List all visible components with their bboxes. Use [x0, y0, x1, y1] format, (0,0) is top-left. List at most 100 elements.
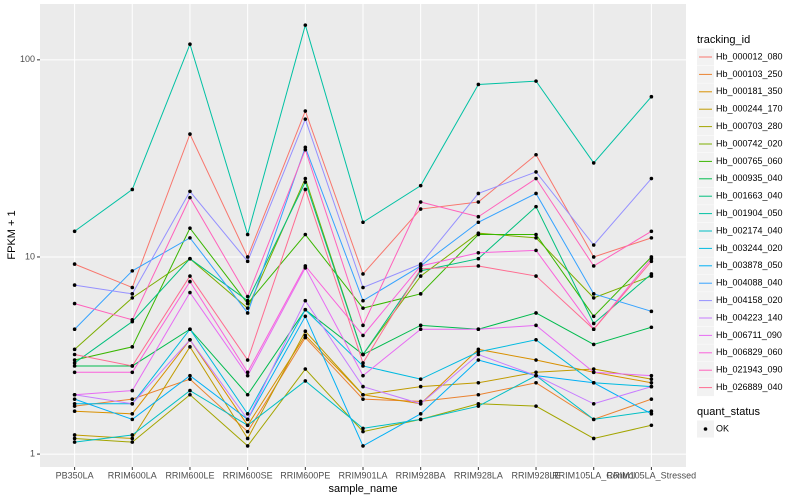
data-point	[418, 207, 423, 211]
data-point	[591, 342, 596, 347]
data-point	[591, 255, 596, 259]
data-point	[188, 189, 192, 194]
data-point	[649, 377, 654, 381]
data-point	[188, 226, 192, 230]
data-point	[72, 262, 77, 266]
data-point	[418, 412, 423, 416]
legend-title: tracking_id	[697, 34, 750, 46]
data-point	[591, 292, 596, 296]
data-point	[476, 327, 481, 332]
x-tick-label: RRIM928BA	[396, 470, 446, 480]
data-point	[534, 380, 538, 385]
data-point	[130, 397, 135, 401]
data-point	[649, 423, 654, 428]
data-point	[476, 82, 481, 87]
data-point	[361, 285, 365, 290]
legend-label: Hb_003878_050	[716, 260, 783, 270]
legend-label: Hb_001904_050	[716, 208, 783, 218]
data-point	[476, 200, 481, 204]
legend-point	[703, 427, 708, 431]
data-point	[245, 255, 250, 259]
data-point	[130, 370, 135, 375]
data-point	[534, 370, 538, 375]
data-point	[361, 373, 365, 378]
data-point	[361, 220, 365, 225]
y-tick-label: 1	[30, 448, 35, 458]
data-point	[245, 311, 250, 315]
data-point	[534, 236, 538, 240]
data-point	[72, 301, 77, 306]
data-point	[245, 298, 250, 303]
data-point	[72, 436, 77, 441]
data-point	[534, 358, 538, 362]
data-point	[418, 274, 423, 278]
data-point	[188, 388, 192, 393]
data-point	[130, 433, 135, 437]
x-tick-label: PB350LA	[56, 470, 94, 480]
data-point	[534, 176, 538, 181]
data-point	[591, 401, 596, 406]
data-point	[72, 401, 77, 406]
data-point	[130, 318, 135, 322]
data-point	[188, 338, 192, 342]
data-point	[303, 180, 308, 184]
data-point	[303, 329, 308, 334]
data-point	[245, 392, 250, 397]
data-point	[361, 361, 365, 365]
data-point	[361, 426, 365, 431]
legend-label: Hb_004158_020	[716, 295, 783, 305]
data-point	[361, 429, 365, 434]
data-point	[72, 347, 77, 352]
data-point	[476, 264, 481, 268]
data-point	[361, 384, 365, 389]
data-point	[591, 370, 596, 375]
data-point	[303, 314, 308, 319]
data-point	[534, 274, 538, 278]
legend-label: Hb_000012_080	[716, 51, 783, 61]
data-point	[72, 283, 77, 287]
data-point	[130, 417, 135, 422]
data-point	[591, 327, 596, 332]
data-point	[418, 183, 423, 188]
data-point	[649, 94, 654, 99]
data-point	[418, 323, 423, 328]
data-point	[476, 404, 481, 408]
data-point	[245, 358, 250, 362]
legend-label: Hb_001663_040	[716, 191, 783, 201]
data-point	[591, 264, 596, 268]
data-point	[72, 327, 77, 332]
data-point	[188, 132, 192, 136]
x-tick-label: RRIM105LA_Stressed	[607, 470, 697, 480]
data-point	[130, 345, 135, 349]
x-tick-label: RRIM600LE	[165, 470, 214, 480]
data-point	[649, 412, 654, 416]
data-point	[245, 412, 250, 416]
data-point	[534, 373, 538, 378]
data-point	[476, 232, 481, 237]
data-point	[476, 392, 481, 397]
legend-label: Hb_000181_350	[716, 86, 783, 96]
legend-label: Hb_003244_020	[716, 243, 783, 253]
data-point	[534, 248, 538, 253]
data-point	[591, 367, 596, 371]
data-point	[418, 377, 423, 381]
data-point	[361, 364, 365, 368]
data-point	[534, 404, 538, 408]
legend-label: Hb_000742_020	[716, 138, 783, 148]
data-point	[303, 147, 308, 152]
x-tick-label: RRIM928LE	[512, 470, 561, 480]
data-point	[188, 327, 192, 332]
data-point	[303, 109, 308, 113]
data-point	[72, 229, 77, 234]
x-tick-label: RRIM105LA_Control	[552, 470, 635, 480]
data-point	[534, 311, 538, 315]
data-point	[72, 352, 77, 357]
data-point	[303, 176, 308, 181]
data-point	[245, 417, 250, 422]
data-point	[649, 397, 654, 401]
data-point	[130, 187, 135, 192]
data-point	[418, 200, 423, 204]
data-point	[649, 380, 654, 385]
data-point	[245, 373, 250, 378]
data-point	[591, 314, 596, 319]
